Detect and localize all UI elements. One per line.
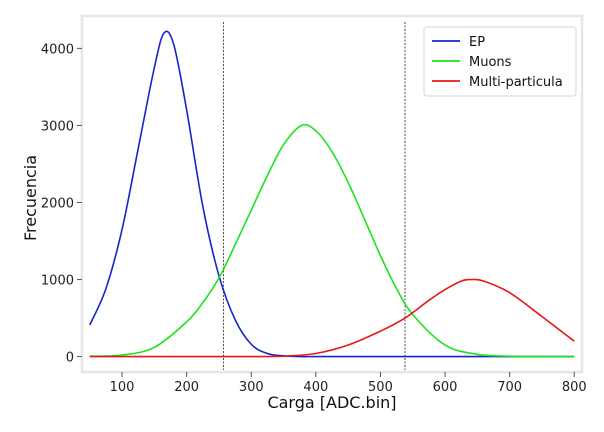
series-line-ep xyxy=(89,30,575,358)
y-tick-label: 0 xyxy=(66,351,74,366)
y-tick-label: 4000 xyxy=(41,42,74,57)
x-tick-label: 800 xyxy=(562,380,587,395)
plot-area: 100 200 300 400 500 600 700 800 0 1000 2000 3000 400… xyxy=(41,14,587,395)
x-tick-label: 500 xyxy=(368,380,393,395)
y-axis-label: Frecuencia xyxy=(21,155,40,241)
x-tick-label: 300 xyxy=(239,380,264,395)
x-tick-label: 700 xyxy=(497,380,522,395)
legend-label-ep: EP xyxy=(469,35,485,50)
legend: EP Muons Multi-particula xyxy=(423,26,577,97)
y-tick-label: 3000 xyxy=(41,119,74,134)
x-tick-label: 400 xyxy=(303,380,328,395)
x-tick-label: 100 xyxy=(110,380,135,395)
x-axis-label: Carga [ADC.bin] xyxy=(267,393,396,412)
y-tick-label: 1000 xyxy=(41,274,74,289)
x-tick-label: 600 xyxy=(433,380,458,395)
y-tick-label: 2000 xyxy=(41,196,74,211)
plot-frame xyxy=(80,14,584,374)
x-tick-label: 200 xyxy=(174,380,199,395)
series-line-multi-particula xyxy=(89,278,575,358)
legend-box xyxy=(423,26,577,97)
series-line-muons xyxy=(89,123,575,358)
legend-label-multi-particula: Multi-particula xyxy=(469,75,563,90)
legend-label-muons: Muons xyxy=(469,55,512,70)
